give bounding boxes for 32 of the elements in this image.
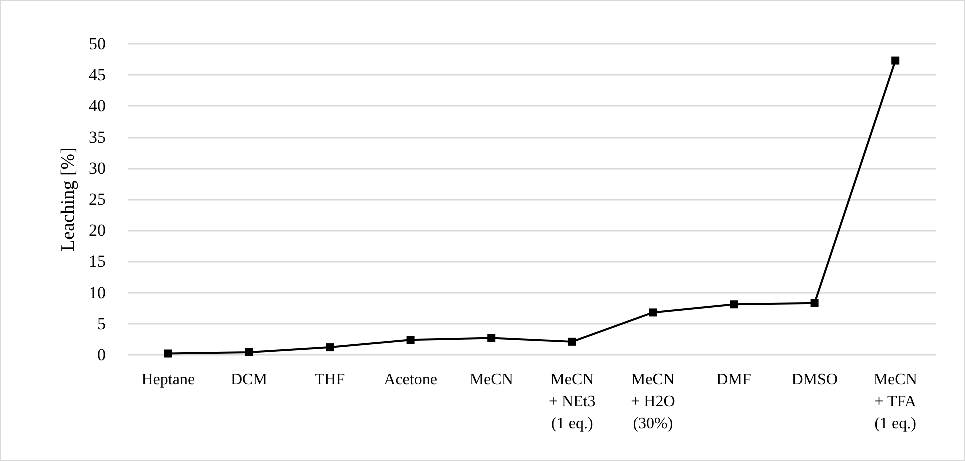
y-tick-label: 40: [89, 96, 106, 116]
point: [649, 308, 658, 317]
x-tick-label: MeCN + TFA (1 eq.): [874, 372, 918, 432]
point: [164, 350, 172, 358]
y-tick-label: 25: [89, 190, 106, 209]
x-tick-label: MeCN + NEt3 (1 eq.): [549, 372, 596, 432]
x-tick-label: MeCN + H2O (30%): [631, 372, 676, 432]
x-tick-label: DCM: [230, 372, 268, 388]
x-tick-label: Acetone: [384, 372, 438, 388]
y-tick-label: 45: [89, 66, 106, 85]
y-tick-label: 15: [89, 252, 106, 272]
point: [326, 344, 334, 352]
x-tick-label: DMF: [716, 372, 752, 388]
y-axis-title: Leaching [%]: [58, 148, 79, 252]
y-tick-label: 35: [89, 128, 106, 147]
point: [488, 334, 496, 342]
point: [730, 300, 738, 309]
point: [568, 338, 576, 346]
y-tick-label: 5: [98, 314, 106, 334]
y-tick-label: 10: [89, 283, 106, 302]
x-tick-label: THF: [314, 372, 346, 388]
point: [245, 348, 254, 357]
point: [892, 56, 900, 65]
x-tick-label: Heptane: [142, 372, 196, 388]
point: [406, 336, 415, 344]
x-tick-label: DMSO: [792, 372, 838, 388]
y-tick-label: 20: [89, 221, 106, 240]
y-tick-label: 30: [89, 158, 106, 178]
y-tick-label: 50: [89, 34, 106, 54]
x-tick-label: MeCN: [470, 372, 514, 388]
y-tick-label: 0: [98, 346, 106, 364]
point: [810, 299, 819, 308]
